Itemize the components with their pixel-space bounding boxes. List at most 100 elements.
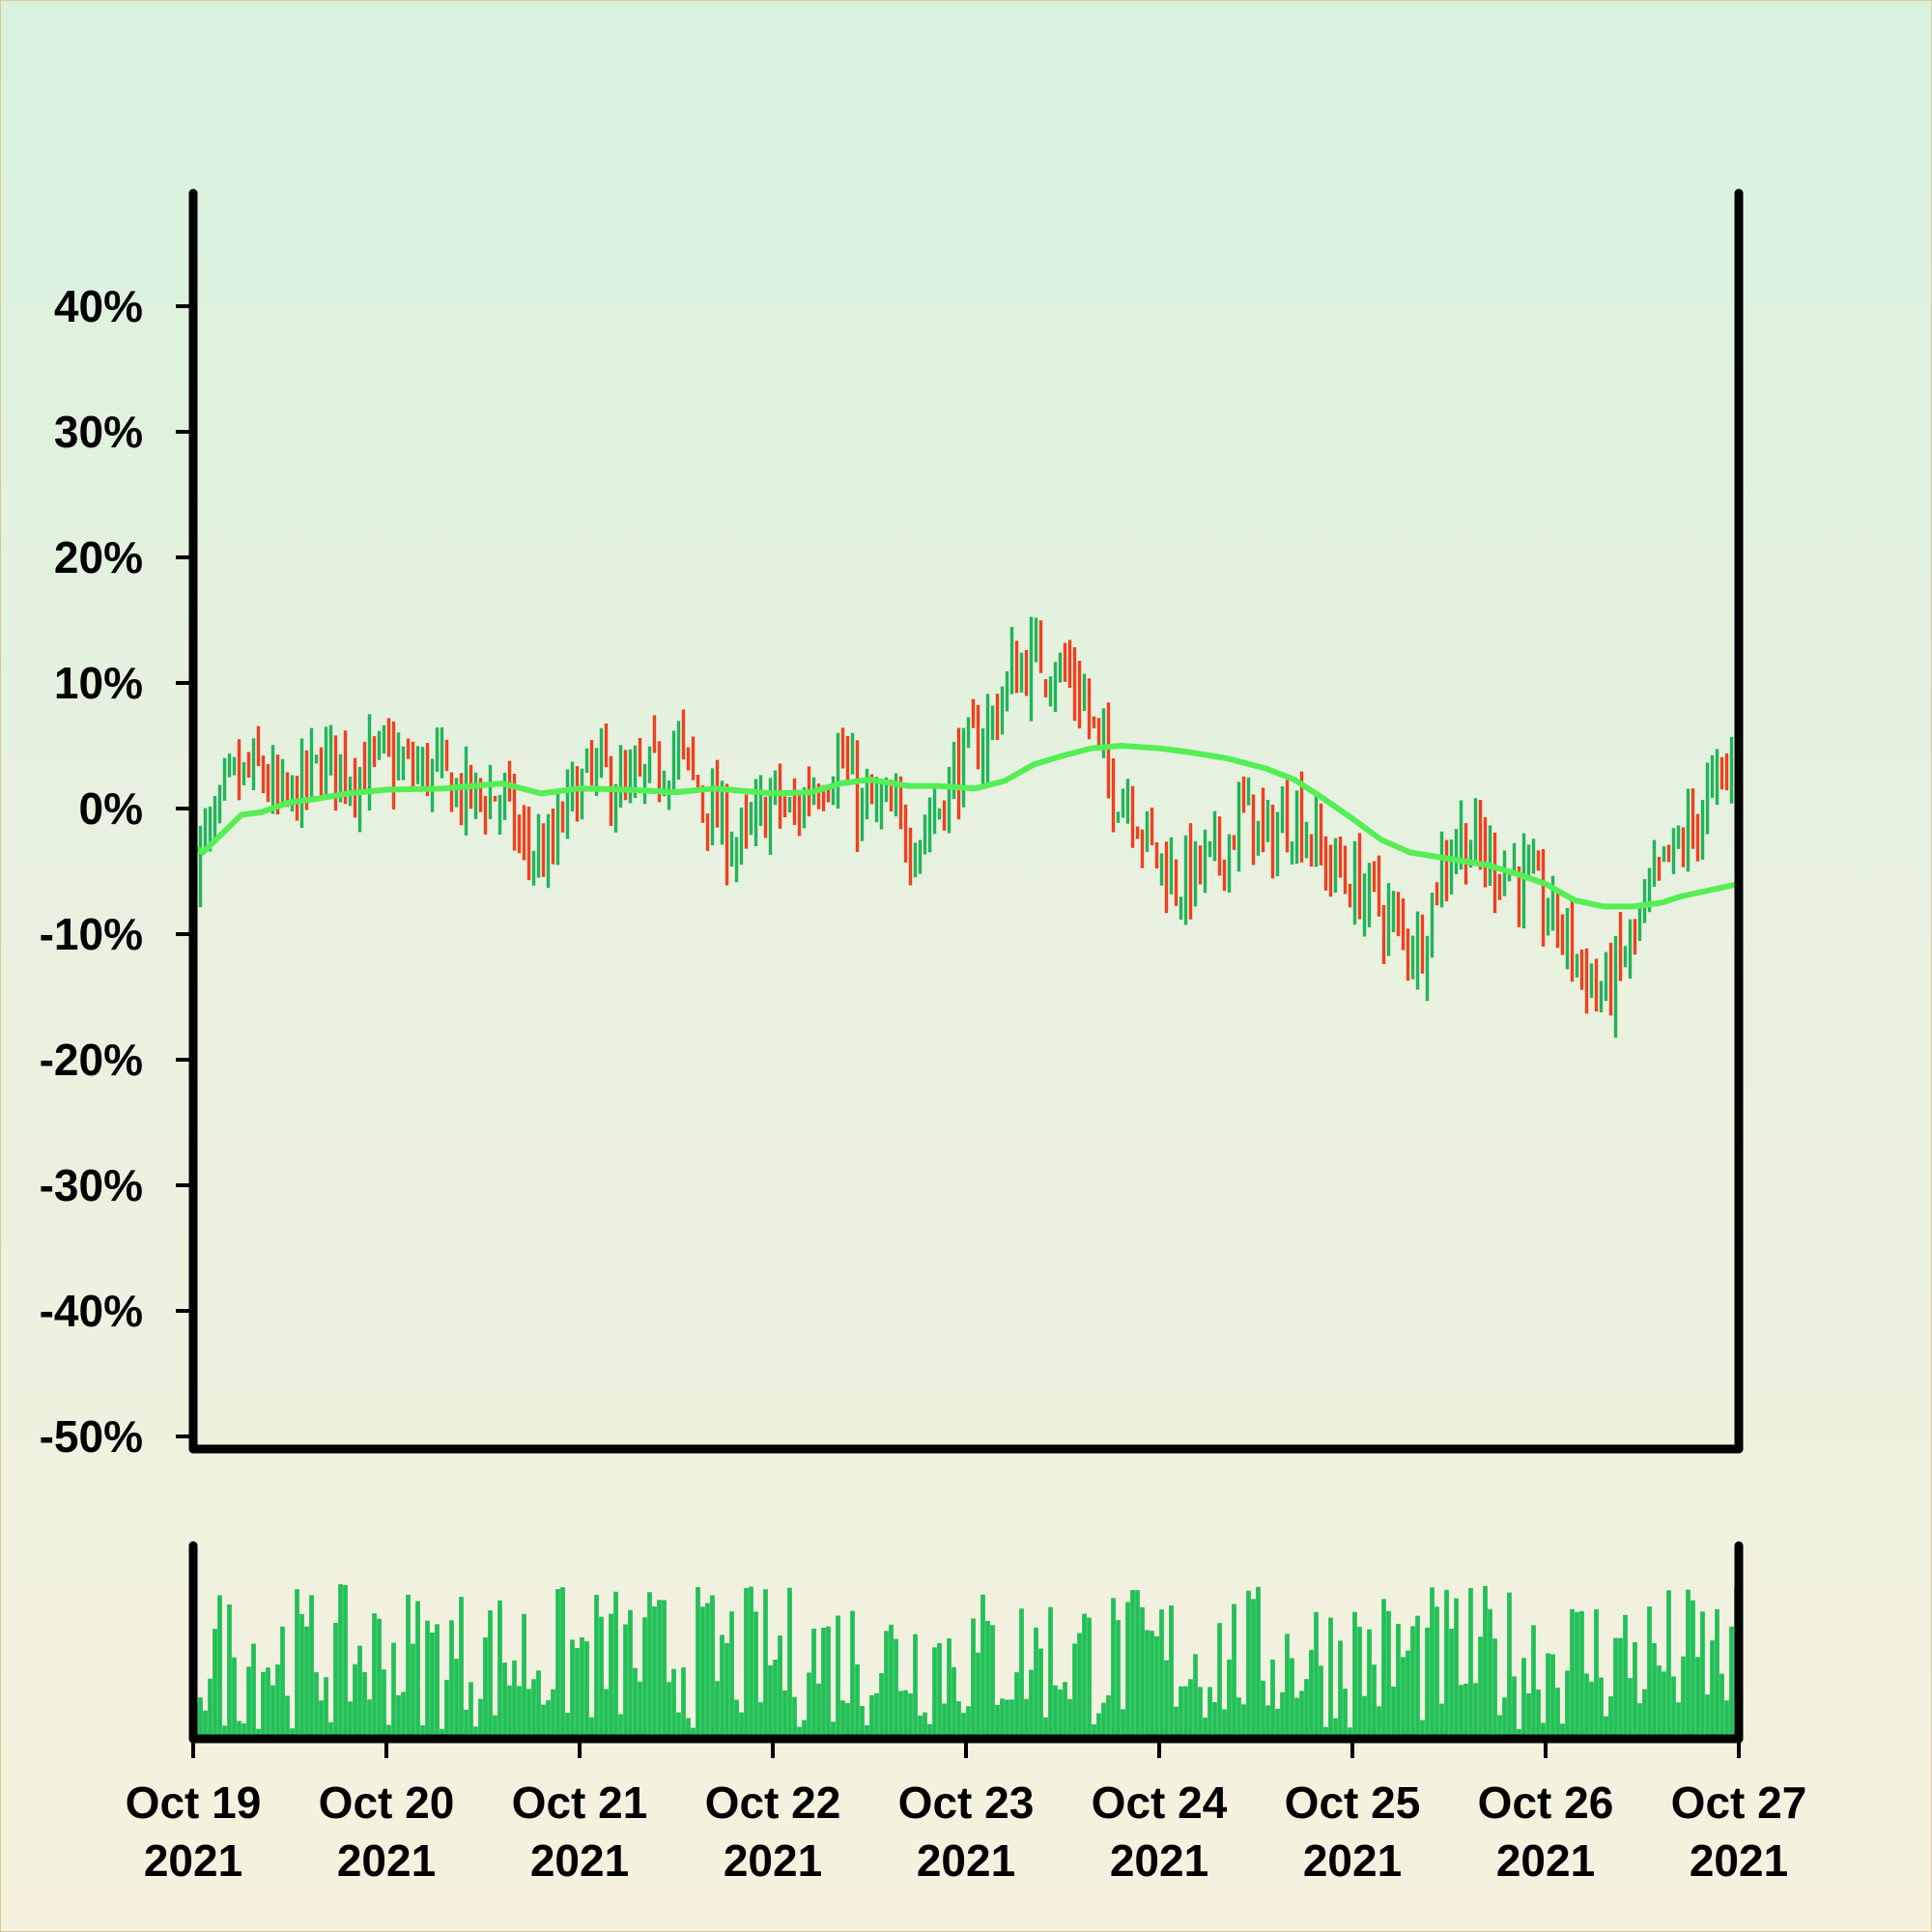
volume-bar	[1111, 1598, 1116, 1739]
volume-bar	[1676, 1702, 1681, 1739]
volume-bar	[1101, 1702, 1106, 1739]
volume-bar	[961, 1713, 966, 1739]
volume-bar	[826, 1626, 831, 1739]
volume-bar	[1077, 1633, 1082, 1739]
volume-bar	[1227, 1659, 1232, 1739]
volume-bar	[874, 1692, 879, 1739]
volume-bar	[739, 1712, 744, 1739]
volume-bar	[1531, 1625, 1536, 1739]
volume-bar	[1550, 1654, 1555, 1739]
volume-bar	[1478, 1636, 1483, 1739]
volume-bar	[1145, 1630, 1150, 1739]
volume-bar	[266, 1667, 270, 1739]
volume-bar	[565, 1713, 570, 1739]
volume-bar	[618, 1714, 623, 1739]
volume-bar	[377, 1618, 382, 1739]
volume-bar	[1686, 1589, 1690, 1739]
x-tick-label: Oct 23	[898, 1777, 1035, 1828]
volume-bar	[1130, 1589, 1135, 1739]
volume-bar	[242, 1723, 246, 1739]
y-tick-label: -10%	[40, 909, 143, 959]
volume-bar	[1662, 1671, 1666, 1739]
x-tick-year-label: 2021	[144, 1835, 242, 1886]
volume-bar	[840, 1700, 845, 1739]
volume-bar	[1439, 1703, 1444, 1739]
volume-bar	[1261, 1680, 1265, 1739]
volume-bar	[213, 1629, 217, 1739]
volume-bar	[1024, 1698, 1029, 1739]
volume-bar	[633, 1667, 638, 1739]
volume-bar	[1183, 1686, 1188, 1739]
volume-bar	[1096, 1713, 1101, 1739]
volume-bar	[1048, 1606, 1053, 1739]
volume-bar	[860, 1705, 865, 1739]
volume-bar	[1053, 1685, 1058, 1739]
volume-bar	[570, 1639, 575, 1739]
volume-bar	[555, 1588, 560, 1739]
volume-bar	[667, 1682, 671, 1739]
volume-bar	[1222, 1709, 1227, 1739]
volume-bar	[575, 1648, 580, 1739]
volume-bar	[1251, 1599, 1256, 1739]
volume-bar	[753, 1611, 758, 1739]
volume-bar	[430, 1633, 435, 1739]
volume-bar	[976, 1652, 980, 1739]
volume-bar	[1715, 1608, 1719, 1739]
volume-bar	[1256, 1586, 1261, 1739]
volume-bar	[710, 1595, 715, 1739]
volume-bar	[1623, 1614, 1628, 1739]
volume-bar	[821, 1628, 826, 1739]
y-tick-label: -30%	[40, 1160, 143, 1210]
volume-bar	[671, 1668, 676, 1739]
volume-bar	[1019, 1608, 1024, 1739]
volume-bar	[580, 1636, 584, 1739]
volume-bar	[198, 1697, 203, 1739]
volume-bar	[338, 1584, 343, 1739]
volume-bar	[966, 1706, 971, 1739]
x-tick-label: Oct 19	[126, 1777, 262, 1828]
volume-bar	[1309, 1649, 1314, 1739]
volume-bar	[1087, 1617, 1092, 1739]
volume-bar	[908, 1693, 913, 1739]
volume-bar	[1444, 1589, 1449, 1739]
price-panel: 40% 30% 20% 10% 0% -10% -20% -30% -40% -50%	[40, 188, 1744, 1462]
y-tick-label: 20%	[54, 532, 143, 582]
volume-bar	[1724, 1700, 1729, 1739]
volume-bar	[522, 1613, 526, 1739]
volume-bar	[1613, 1637, 1618, 1739]
volume-bar	[1125, 1602, 1130, 1739]
volume-bar	[1159, 1609, 1164, 1739]
volume-bar	[1352, 1611, 1357, 1739]
volume-bar	[208, 1678, 213, 1739]
volume-bar	[1014, 1672, 1019, 1739]
volume-bar	[787, 1587, 792, 1739]
volume-bar	[1401, 1657, 1406, 1739]
volume-bar	[251, 1643, 256, 1739]
volume-bar	[1067, 1698, 1072, 1739]
volume-bar	[464, 1709, 469, 1739]
volume-bar	[681, 1667, 686, 1739]
volume-bar	[797, 1726, 802, 1739]
volume-bar	[1473, 1683, 1478, 1739]
volume-bar	[995, 1704, 1000, 1739]
volume-bar	[913, 1634, 918, 1739]
y-tick-label: -40%	[40, 1286, 143, 1336]
volume-bar	[980, 1594, 985, 1739]
y-tick-label: 10%	[54, 658, 143, 708]
volume-bar	[720, 1634, 724, 1739]
volume-bar	[855, 1664, 860, 1739]
volume-bar	[758, 1702, 763, 1739]
volume-bar	[1705, 1694, 1710, 1739]
volume-bar	[295, 1589, 299, 1739]
volume-bar	[1700, 1611, 1705, 1739]
volume-bar	[763, 1589, 768, 1739]
volume-bar	[918, 1716, 923, 1739]
volume-bar	[1521, 1658, 1526, 1739]
volume-bar	[1710, 1640, 1715, 1739]
y-tick-label: -50%	[40, 1411, 143, 1462]
volume-bar	[1106, 1695, 1111, 1739]
volume-bar	[1241, 1704, 1246, 1739]
volume-bar	[1009, 1699, 1014, 1739]
volume-bar	[1657, 1665, 1662, 1739]
volume-bar	[1579, 1610, 1584, 1739]
